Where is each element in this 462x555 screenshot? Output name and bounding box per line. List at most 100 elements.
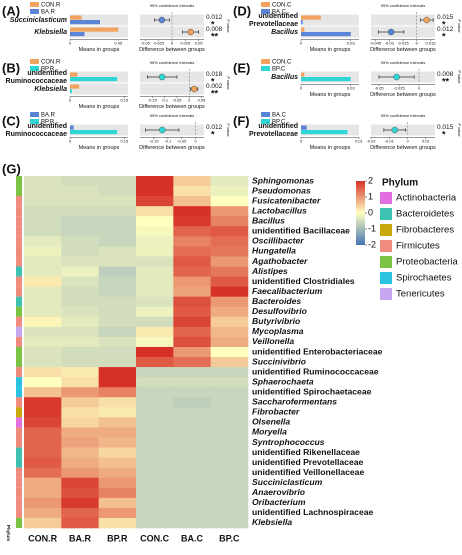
row-label: Fusicatenibacter	[252, 195, 321, 205]
heatmap-cell	[173, 357, 211, 368]
heatmap-cell	[210, 357, 249, 368]
heatmap-cell	[210, 457, 249, 468]
legend-swatch	[380, 240, 392, 252]
legend-swatch	[30, 2, 39, 7]
row-label: unidentified Enterobacteriaceae	[252, 346, 383, 356]
category-label: unidentified Prevotellaceae	[249, 123, 298, 138]
phylum-strip-cell	[16, 407, 22, 418]
heatmap-cell	[136, 326, 174, 338]
heatmap-cell	[98, 417, 137, 428]
heatmap-cell	[136, 437, 174, 448]
panel-label: (C)	[2, 113, 20, 128]
heatmap-cell	[61, 397, 99, 408]
phylum-strip-cell	[16, 367, 22, 378]
heatmap-cell	[98, 236, 137, 247]
x-tick-label: 0.015	[425, 41, 436, 46]
heatmap-cell	[210, 507, 249, 519]
ci-title: 95% confidence intervals	[381, 3, 425, 8]
heatmap-cell	[210, 367, 249, 378]
heatmap-cell	[98, 467, 137, 479]
column-label: BA.R	[69, 533, 91, 543]
legend-swatch	[261, 9, 270, 14]
x-tick-label: -0.05	[141, 41, 151, 46]
row-label: Veillonella	[252, 336, 294, 346]
phylum-strip-cell	[16, 477, 22, 488]
row-label: Klebsiella	[252, 517, 292, 527]
row-label: unidentified Lachnospiraceae	[252, 507, 374, 517]
heatmap-cell	[173, 467, 211, 479]
heatmap-cell	[136, 296, 174, 308]
x-tick-label: -0.045	[370, 41, 382, 46]
row-label: Anaerovibrio	[251, 487, 305, 497]
heatmap-cell	[24, 206, 62, 217]
heatmap-cell	[61, 417, 99, 428]
heatmap-cell	[24, 296, 62, 308]
heatmap-cell	[136, 266, 174, 277]
strip-label: Phylum	[6, 525, 11, 541]
heatmap-cell	[61, 447, 99, 458]
heatmap-cell	[61, 216, 99, 227]
row-label: Agathobacter	[251, 256, 308, 266]
heatmap-cell	[24, 407, 62, 418]
row-label: Butyrivibrio	[252, 316, 300, 326]
heatmap-cell	[136, 286, 174, 297]
ci-title: 95% confidence intervals	[381, 60, 425, 65]
heatmap-cell	[98, 186, 137, 197]
heatmap-cell	[136, 216, 174, 227]
row-label: Sphaerochaeta	[252, 376, 314, 386]
heatmap-cell	[61, 256, 99, 267]
heatmap-cell	[173, 266, 211, 277]
heatmap-cell	[61, 467, 99, 479]
phylum-strip-cell	[16, 336, 22, 347]
row-label: Oscillibacter	[252, 236, 304, 246]
heatmap-cell	[173, 497, 211, 509]
axis-title: Means in groups	[79, 47, 120, 53]
heatmap-cell	[24, 276, 62, 287]
heatmap-cell	[61, 196, 99, 207]
heatmap-cell	[98, 357, 137, 368]
x-tick-label: 0.03	[347, 86, 356, 91]
heatmap-cell	[61, 306, 99, 318]
difference-point	[158, 16, 166, 24]
heatmap-cell	[173, 346, 211, 358]
row-label: unidentified Ruminococcaceae	[252, 366, 379, 376]
heatmap-cell	[61, 427, 99, 438]
column-label: BP.C	[219, 533, 240, 543]
heatmap-cell	[98, 377, 137, 388]
bar	[70, 125, 74, 130]
heatmap-cell	[136, 457, 174, 468]
phylum-strip-cell	[16, 206, 22, 217]
x-tick-label: 0.01	[422, 139, 431, 144]
heatmap-cell	[210, 266, 249, 277]
heatmap-cell	[98, 487, 137, 499]
legend-swatch	[380, 224, 392, 236]
bar	[70, 20, 100, 25]
heatmap-cell	[24, 477, 62, 489]
heatmap-cell	[210, 206, 249, 217]
heatmap-cell	[173, 216, 211, 227]
axis-title: Means in groups	[310, 145, 351, 151]
legend-label: Spirochaetes	[396, 273, 452, 284]
heatmap-cell	[61, 477, 99, 489]
heatmap-cell	[24, 387, 62, 398]
heatmap-cell	[173, 176, 211, 187]
heatmap-cell	[24, 326, 62, 338]
phylum-strip-cell	[16, 276, 22, 287]
heatmap-cell	[98, 437, 137, 448]
phylum-strip-cell	[16, 346, 22, 358]
legend-swatch	[380, 208, 392, 220]
heatmap-cell	[24, 216, 62, 227]
heatmap-cell	[98, 457, 137, 468]
colorbar-tick-label: 1	[368, 191, 373, 201]
heatmap-cell	[210, 276, 249, 287]
x-tick-label: 0	[69, 98, 72, 103]
phylum-strip-cell	[16, 306, 22, 317]
heatmap-cell	[210, 336, 249, 348]
ci-title: 95% confidence intervals	[150, 113, 194, 118]
colorbar-tick-label: 0	[368, 207, 373, 217]
heatmap-cell	[24, 246, 62, 257]
legend-label: Firmicutes	[396, 241, 440, 252]
panel-label: (D)	[233, 3, 251, 18]
phylum-strip-cell	[16, 186, 22, 197]
